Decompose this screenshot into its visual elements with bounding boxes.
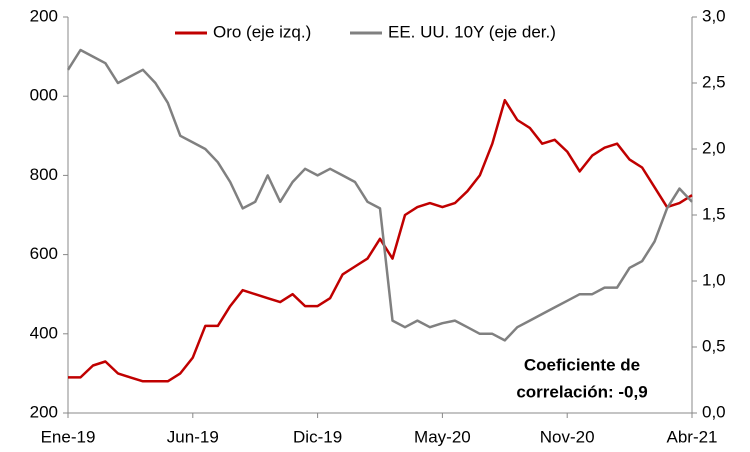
x-tick-label: Abr-21 bbox=[666, 427, 717, 446]
y-tick-label: 800 bbox=[30, 165, 58, 184]
y2-tick-label: 0,5 bbox=[702, 336, 726, 355]
x-tick-label: Jun-19 bbox=[167, 427, 219, 446]
y2-tick-label: 3,0 bbox=[702, 6, 726, 25]
y-tick-label: 200 bbox=[30, 402, 58, 421]
y2-tick-label: 1,0 bbox=[702, 270, 726, 289]
legend-label: Oro (eje izq.) bbox=[213, 22, 311, 41]
x-tick-label: Dic-19 bbox=[293, 427, 342, 446]
y2-tick-label: 2,5 bbox=[702, 72, 726, 91]
legend-label: EE. UU. 10Y (eje der.) bbox=[388, 22, 556, 41]
x-tick-label: Nov-20 bbox=[540, 427, 595, 446]
y-tick-label: 400 bbox=[30, 323, 58, 342]
line-series bbox=[68, 98, 693, 383]
line-series bbox=[66, 48, 693, 342]
x-tick-label: May-20 bbox=[414, 427, 471, 446]
annotation: Coeficiente de bbox=[524, 355, 640, 374]
y2-tick-label: 0,0 bbox=[702, 402, 726, 421]
y2-tick-label: 2,0 bbox=[702, 138, 726, 157]
y-tick-label: 000 bbox=[30, 86, 58, 105]
y-tick-label: 600 bbox=[30, 244, 58, 263]
y-tick-label: 200 bbox=[30, 6, 58, 25]
x-tick-label: Ene-19 bbox=[41, 427, 96, 446]
annotation: correlación: -0,9 bbox=[516, 382, 647, 401]
y2-tick-label: 1,5 bbox=[702, 204, 726, 223]
